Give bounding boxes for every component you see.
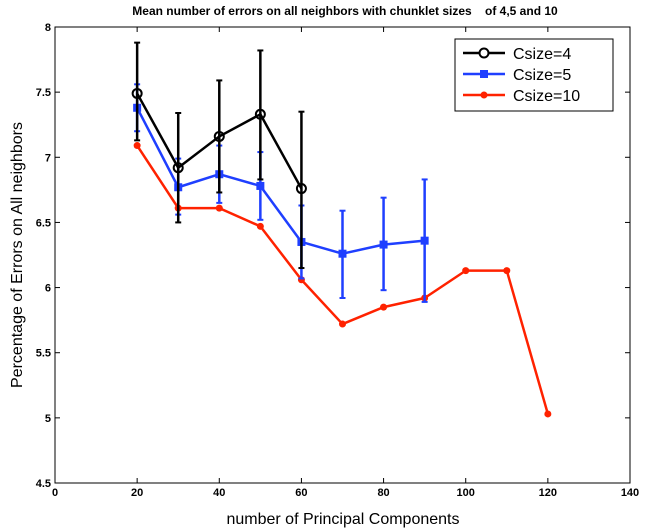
data-point-csize-10 xyxy=(380,303,388,311)
data-point-csize-10 xyxy=(133,142,141,150)
data-point-csize-10 xyxy=(503,267,511,275)
data-point-csize-10 xyxy=(215,204,223,212)
data-point-csize-4 xyxy=(295,183,307,195)
data-point-csize-4 xyxy=(172,162,184,174)
data-point-csize-5 xyxy=(420,236,429,245)
data-point-csize-4 xyxy=(213,130,225,142)
x-tick-label: 140 xyxy=(621,487,639,499)
y-axis-label: Percentage of Errors on All neighbors xyxy=(9,122,26,388)
y-tick-label: 6 xyxy=(45,283,51,295)
legend-marker-csize-10 xyxy=(480,91,488,99)
data-point-csize-4 xyxy=(131,87,143,99)
y-tick-label: 4.5 xyxy=(36,478,51,490)
x-tick-label: 20 xyxy=(131,487,143,499)
data-point-csize-10 xyxy=(339,320,346,328)
data-point-csize-10 xyxy=(544,410,552,418)
x-tick-label: 120 xyxy=(539,487,557,499)
x-tick-label: 40 xyxy=(213,487,225,499)
data-point-csize-4 xyxy=(254,108,266,120)
x-tick-label: 0 xyxy=(52,487,58,499)
legend: Csize=4 Csize=5 Csize=10 xyxy=(454,38,614,112)
legend-marker-csize-5 xyxy=(480,70,488,78)
legend-label-csize-5: Csize=5 xyxy=(513,67,571,84)
data-point-csize-5 xyxy=(338,249,347,258)
legend-label-csize-4: Csize=4 xyxy=(513,46,571,63)
data-point-csize-5 xyxy=(256,181,265,190)
series-layer xyxy=(131,41,552,418)
data-point-csize-5 xyxy=(379,240,388,249)
y-tick-label: 5 xyxy=(45,413,51,425)
series-line-csize-5 xyxy=(136,107,425,255)
y-tick-label: 6.5 xyxy=(36,217,51,229)
x-tick-label: 60 xyxy=(295,487,307,499)
legend-label-csize-10: Csize=10 xyxy=(513,88,580,105)
y-tick-label: 8 xyxy=(45,22,51,34)
x-tick-label: 80 xyxy=(377,487,389,499)
legend-marker-csize-4 xyxy=(478,47,490,59)
x-tick-label: 100 xyxy=(457,487,475,499)
y-tick-label: 7.5 xyxy=(36,87,51,99)
chart-title: Mean number of errors on all neighbors w… xyxy=(132,4,558,18)
x-axis-label: number of Principal Components xyxy=(226,511,459,528)
y-tick-label: 5.5 xyxy=(36,348,51,360)
y-tick-label: 7 xyxy=(45,152,51,164)
axis-ticks: 0 20 40 60 80 100 120 140 4.5 5 5.5 6 6.5 7 7.5 8 xyxy=(36,22,639,499)
data-point-csize-10 xyxy=(256,222,264,230)
data-point-csize-10 xyxy=(462,267,470,275)
